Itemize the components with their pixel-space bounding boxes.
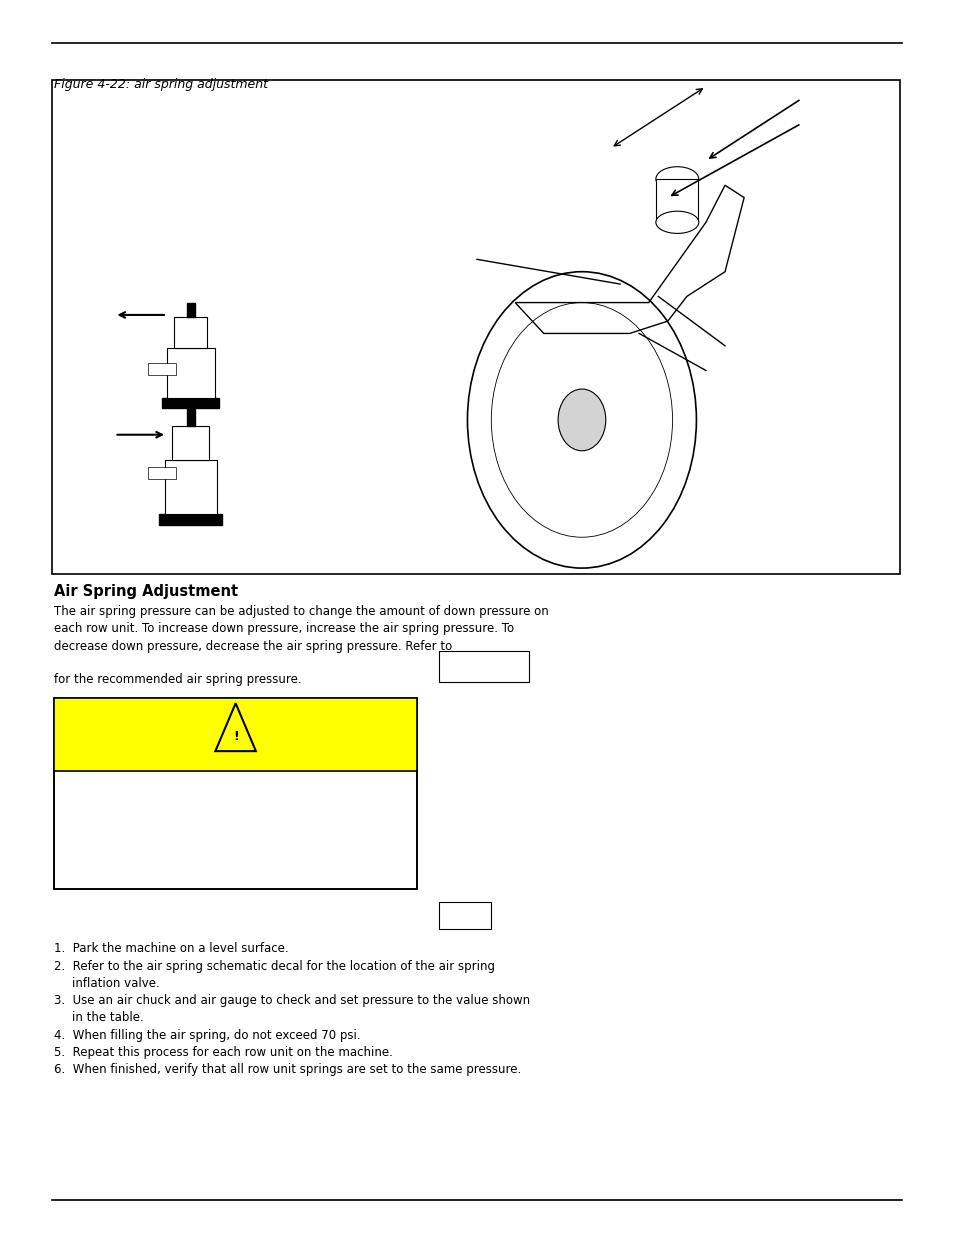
Bar	[172, 426, 209, 459]
Bar	[438, 902, 491, 929]
FancyBboxPatch shape	[52, 80, 899, 574]
Text: each row unit. To increase down pressure, increase the air spring pressure. To: each row unit. To increase down pressure…	[54, 622, 514, 636]
Text: 5.  Repeat this process for each row unit on the machine.: 5. Repeat this process for each row unit…	[54, 1046, 393, 1060]
Bar	[148, 467, 176, 479]
Bar	[656, 179, 698, 222]
Bar	[54, 698, 416, 771]
Bar	[167, 348, 214, 398]
Bar	[438, 651, 529, 682]
Bar	[162, 398, 219, 408]
Text: 1.  Park the machine on a level surface.: 1. Park the machine on a level surface.	[54, 942, 289, 956]
Text: for the recommended air spring pressure.: for the recommended air spring pressure.	[54, 673, 302, 687]
Bar	[148, 363, 176, 375]
Text: Air Spring Adjustment: Air Spring Adjustment	[54, 584, 238, 599]
Bar	[159, 514, 222, 525]
Bar	[187, 410, 194, 426]
Text: 6.  When finished, verify that all row unit springs are set to the same pressure: 6. When finished, verify that all row un…	[54, 1063, 521, 1077]
Text: !: !	[233, 730, 238, 743]
Bar	[165, 459, 217, 514]
Text: 4.  When filling the air spring, do not exceed 70 psi.: 4. When filling the air spring, do not e…	[54, 1029, 360, 1042]
Text: in the table.: in the table.	[71, 1011, 143, 1025]
Text: decrease down pressure, decrease the air spring pressure. Refer to: decrease down pressure, decrease the air…	[54, 640, 452, 653]
Text: 2.  Refer to the air spring schematic decal for the location of the air spring: 2. Refer to the air spring schematic dec…	[54, 960, 495, 973]
Text: 3.  Use an air chuck and air gauge to check and set pressure to the value shown: 3. Use an air chuck and air gauge to che…	[54, 994, 530, 1008]
Bar	[187, 303, 194, 317]
Ellipse shape	[655, 211, 698, 233]
Bar	[173, 317, 207, 348]
Bar	[54, 698, 416, 889]
Circle shape	[558, 389, 605, 451]
Text: inflation valve.: inflation valve.	[71, 977, 159, 990]
Text: The air spring pressure can be adjusted to change the amount of down pressure on: The air spring pressure can be adjusted …	[54, 605, 549, 619]
Bar	[54, 698, 416, 889]
Text: Figure 4-22: air spring adjustment: Figure 4-22: air spring adjustment	[54, 78, 268, 91]
